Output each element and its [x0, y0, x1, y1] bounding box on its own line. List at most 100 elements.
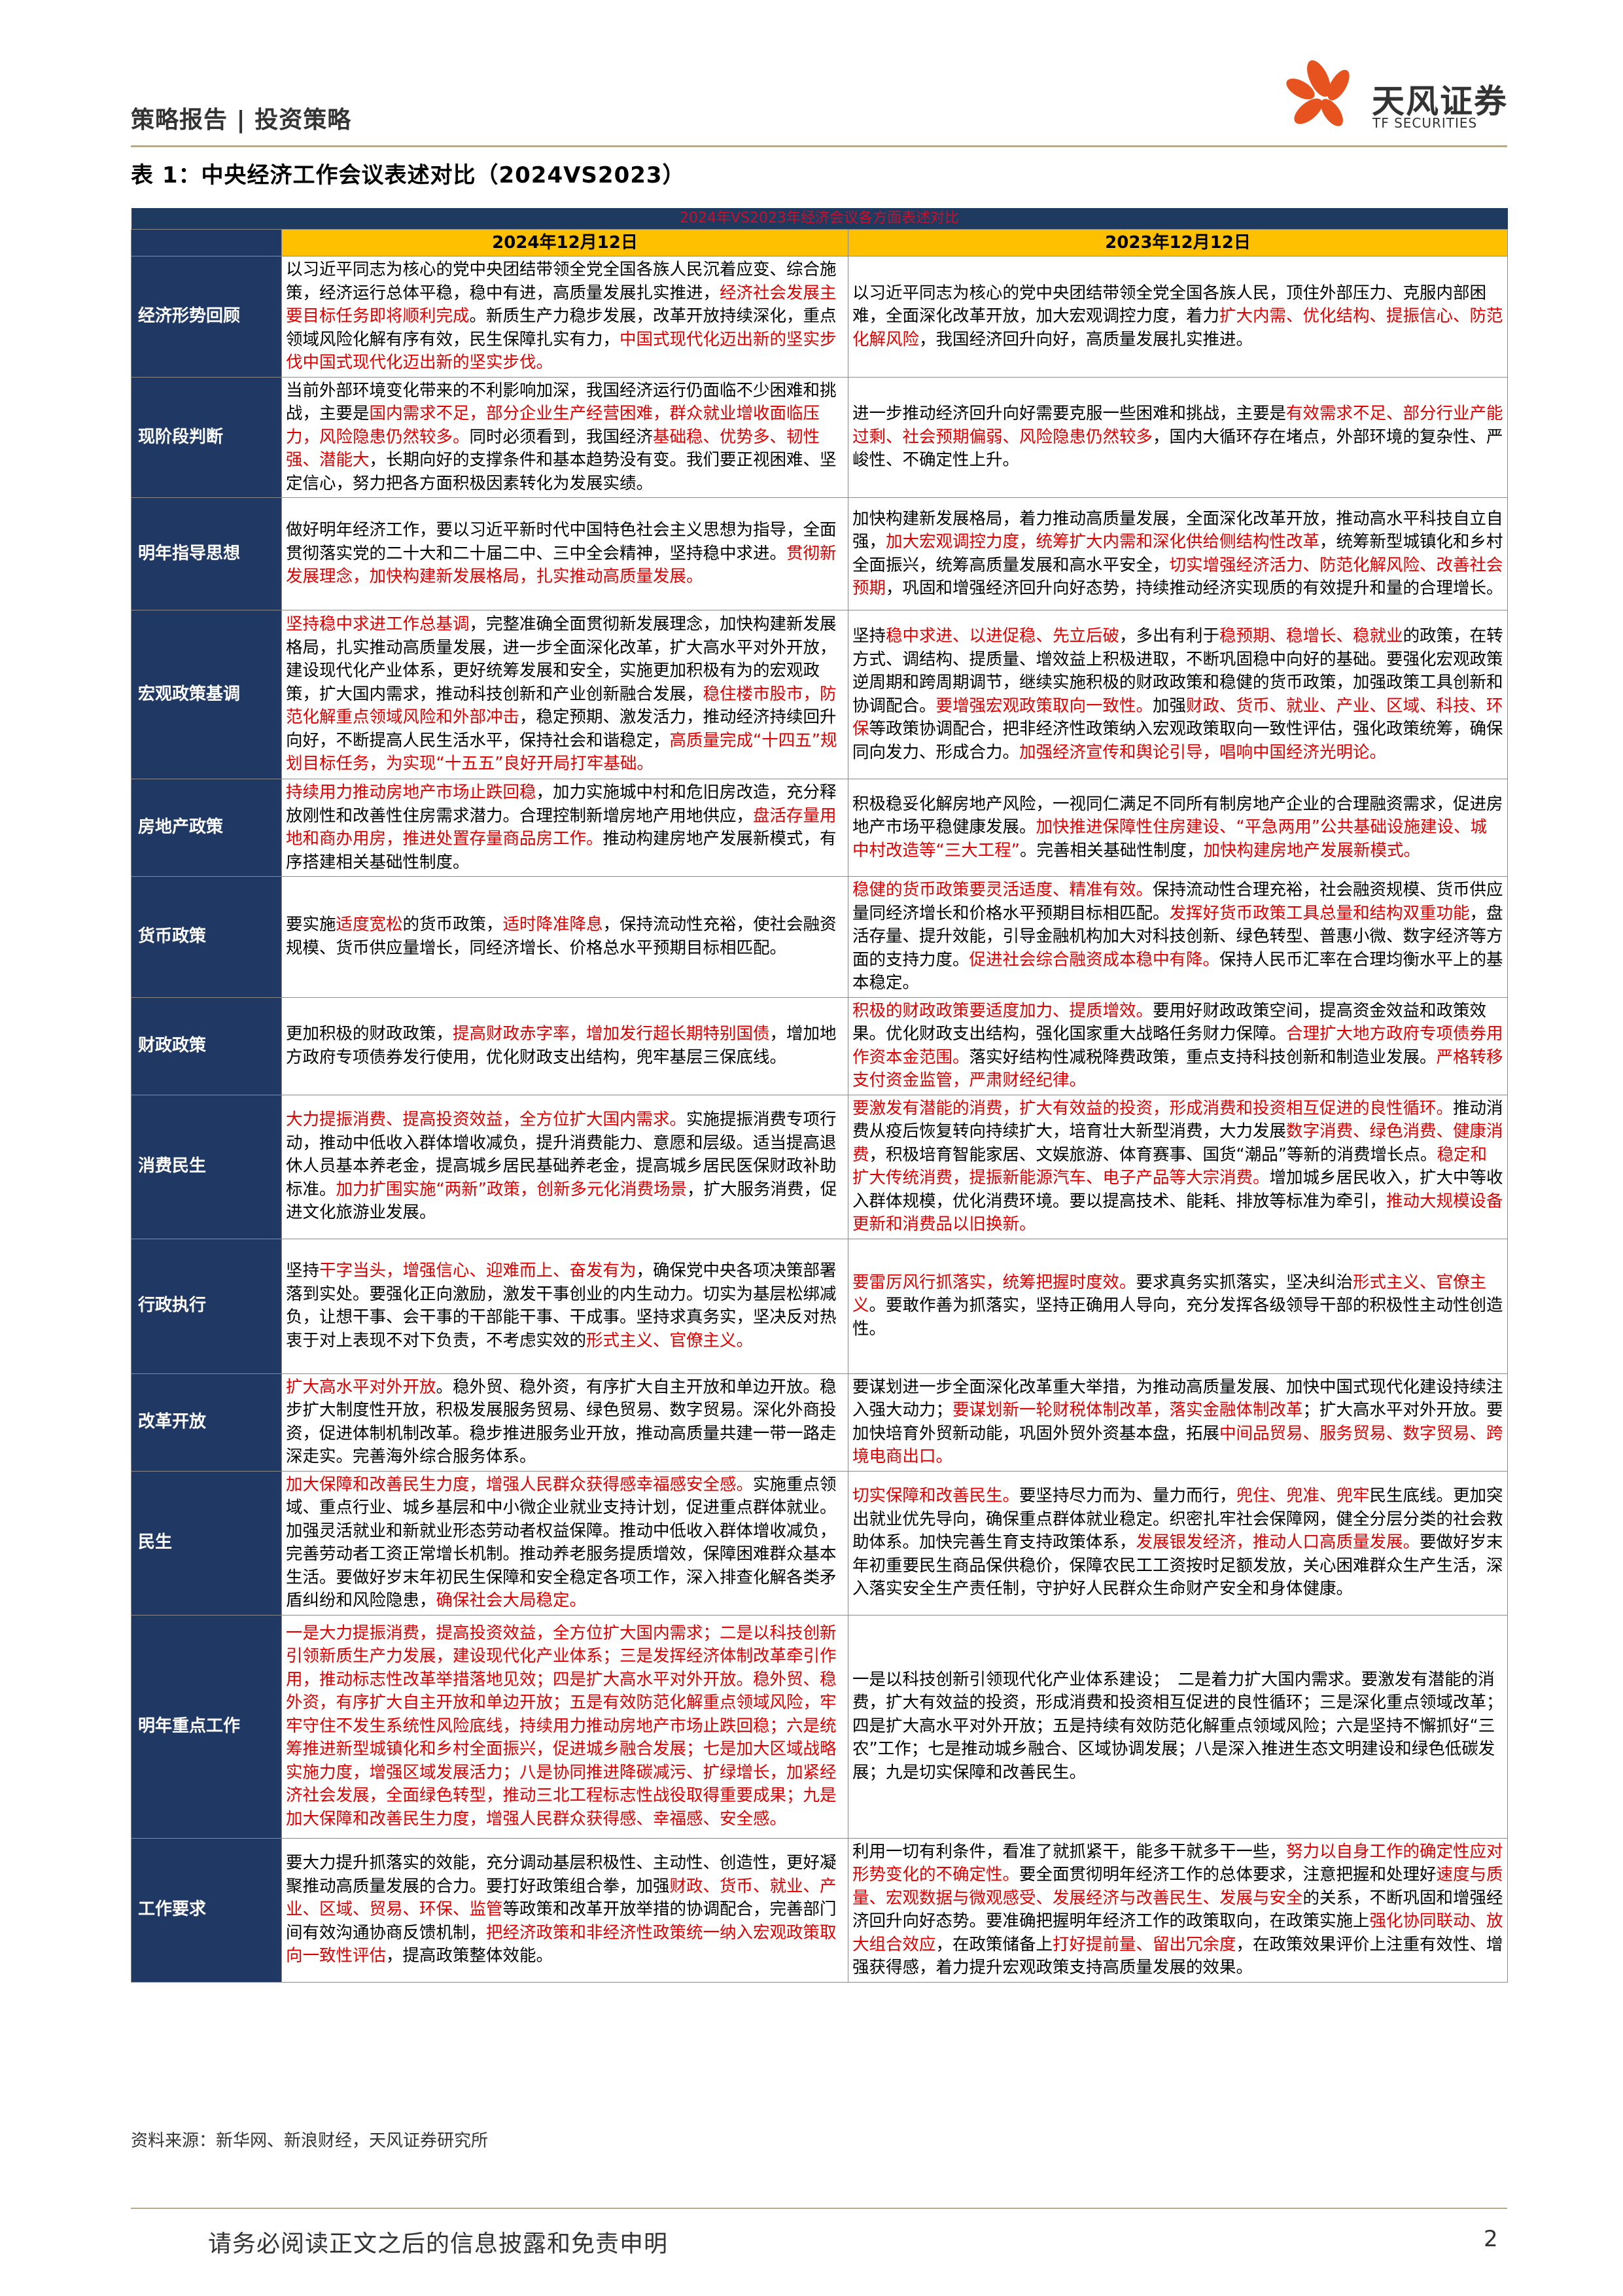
highlight-text: 贯彻新发展理念，加快构建新发展格局，扎实推动高质量发展。	[286, 543, 837, 587]
cell-2024: 以习近平同志为核心的党中央团结带领全党全国各族人民沉着应变、综合施策，经济运行总…	[281, 256, 848, 378]
header-2024: 2024年12月12日	[281, 229, 848, 256]
row-label: 改革开放	[131, 1373, 282, 1472]
body-text: ，在政策效果评价上注重有效性、增强获得感，着力提升宏观政策支持高质量发展的效果。	[852, 1934, 1503, 1978]
body-text: 的货币政策，	[402, 915, 503, 935]
body-text: ，积极培育智能家居、文娱旅游、体育赛事、国货“潮品”等新的消费增长点。	[869, 1144, 1437, 1165]
body-text: 做好明年经济工作，要以习近平新时代中国特色社会主义思想为指导，全面贯彻落实党的二…	[286, 520, 837, 563]
highlight-text: 形式主义、官僚主义	[852, 1272, 1487, 1316]
body-text: 进一步推动经济回升向好需要克服一些困难和挑战，主要是	[852, 404, 1287, 423]
highlight-text: 加快构建房地产发展新模式。	[1203, 840, 1420, 860]
cell-2023: 要激发有潜能的消费，扩大有效益的投资，形成消费和投资相互促进的良性循环。推动消费…	[847, 1094, 1509, 1239]
body-text: 保持流动性合理充裕，社会融资规模、货币供应量同经济增长和价格水平预期目标相匹配。	[852, 880, 1503, 923]
body-text: 要实施	[286, 915, 336, 935]
highlight-text: 要谋划新一轮财税体制改革，落实金融体制改革	[952, 1400, 1303, 1420]
body-text: 以习近平同志为核心的党中央团结带领全党全国各族人民沉着应变、综合施策，经济运行总…	[286, 260, 837, 303]
body-text: ，稳定预期、激发活力，推动经济持续回升向好，不断提高人民生活水平，保持社会和谐稳…	[286, 707, 837, 751]
body-text: 推动消费从疫后恢复转向持续扩大，培育壮大新型消费，大力发展	[852, 1098, 1503, 1142]
cell-2024: 要大力提升抓落实的效能，充分调动基层积极性、主动性、创造性，更好凝聚推动高质量发…	[281, 1837, 848, 1983]
highlight-text: 积极的财政政策要适度加力、提质增效。	[852, 1000, 1153, 1021]
cell-2023: 积极的财政政策要适度加力、提质增效。要用好财政政策空间，提高资金效益和政策效果。…	[847, 997, 1509, 1095]
cell-2024: 大力提振消费、提高投资效益，全方位扩大国内需求。实施提振消费专项行动，推动中低收…	[281, 1094, 848, 1239]
table-row: 经济形势回顾 以习近平同志为核心的党中央团结带领全党全国各族人民沉着应变、综合施策…	[131, 256, 1509, 378]
table-row: 宏观政策基调 坚持稳中求进工作总基调，完整准确全面贯彻新发展理念，加快构建新发展格…	[131, 610, 1509, 779]
row-label: 民生	[131, 1470, 282, 1616]
cell-2023: 进一步推动经济回升向好需要克服一些困难和挑战，主要是有效需求不足、部分行业产能过…	[847, 376, 1509, 498]
highlight-text: 切实保障和改善民生。	[852, 1486, 1020, 1506]
highlight-text: 加快推进保障性住房建设、“平急两用”公共基础设施建设、城中村改造等“三大工程”	[852, 817, 1487, 860]
cell-2023: 稳健的货币政策要灵活适度、精准有效。保持流动性合理充裕，社会融资规模、货币供应量…	[847, 876, 1509, 998]
highlight-text: 高质量完成“十四五”规划目标任务，为实现“十五五”良好开局打牢基础。	[286, 730, 837, 774]
row-label: 工作要求	[131, 1837, 282, 1983]
row-label: 明年指导思想	[131, 497, 282, 610]
body-text: 的政策，在转方式、调结构、提质量、增效益上积极进取，不断巩固稳中向好的基础。要强…	[852, 626, 1503, 716]
highlight-text: 持续用力推动房地产市场止跌回稳	[286, 783, 536, 802]
highlight-text: 中国式现代化迈出新的坚实步伐中国式现代化迈出新的坚实步伐。	[286, 329, 837, 373]
body-text: ，巩固和增强经济回升向好态势，持续推动经济实现质的有效提升和量的合理增长。	[886, 578, 1503, 598]
body-text: 要求真务实抓落实，坚决纠治	[1136, 1272, 1353, 1292]
body-text: ，盘活存量、提升效能，引导金融机构加大对科技创新、绿色转型、普惠小微、数字经济等…	[852, 903, 1503, 970]
highlight-text: 确保社会大局稳定。	[436, 1591, 587, 1610]
cell-2024: 持续用力推动房地产市场止跌回稳，加力实施城中村和危旧房改造，充分释放刚性和改善性…	[281, 779, 848, 877]
page-number: 2	[1484, 2226, 1498, 2252]
body-text: ，统筹新型城镇化和乡村全面振兴，统筹高质量发展和高水平安全，	[852, 532, 1503, 575]
highlight-text: 有效需求不足、部分行业产能过剩、社会预期偏弱、风险隐患仍然较多	[852, 404, 1503, 447]
highlight-text: 稳住楼市股市，防范化解重点领域风险和外部冲击	[286, 684, 837, 728]
highlight-text: 加大宏观调控力度，统筹扩大内需和深化供给侧结构性改革	[886, 532, 1320, 552]
cell-2024: 要实施适度宽松的货币政策，适时降准降息，保持流动性充裕，使社会融资规模、货币供应…	[281, 876, 848, 998]
source-note: 资料来源：新华网、新浪财经，天风证券研究所	[131, 2131, 489, 2151]
body-text: 要大力提升抓落实的效能，充分调动基层积极性、主动性、创造性，更好凝聚推动高质量发…	[286, 1853, 837, 1896]
logo-subtitle: TF SECURITIES	[1372, 115, 1478, 131]
body-text: ；扩大高水平对外开放。要加快培育外贸新动能，巩固外贸外资基本盘，拓展	[852, 1400, 1503, 1443]
body-text: 落实好结构性减税降费政策，重点支持科技创新和制造业发展。	[969, 1047, 1437, 1067]
highlight-text: 要增强宏观政策取向一致性。	[935, 696, 1153, 716]
body-text: 一是以科技创新引领现代化产业体系建设； 二是着力扩大国内需求。要激发有潜能的消费…	[852, 1669, 1503, 1782]
cell-2023: 要谋划进一步全面深化改革重大举措，为推动高质量发展、加快中国式现代化建设持续注入…	[847, 1373, 1509, 1472]
highlight-text: 严格转移支付资金监管，严肃财经纪律。	[852, 1047, 1503, 1091]
highlight-text: 稳预期、稳增长、稳就业	[1219, 626, 1403, 646]
body-text: 要做好岁末年初重要民生商品保供稳价，保障农民工工资按时足额发放，关心困难群众生产…	[852, 1532, 1503, 1599]
highlight-text: 经济社会发展主要目标任务即将顺利完成	[286, 283, 837, 327]
highlight-text: 速度与质量、宏观数据与微观感受、发展经济与改善民生、发展与安全	[852, 1865, 1503, 1908]
body-text: 更加积极的财政政策，	[286, 1024, 453, 1044]
row-label: 消费民生	[131, 1094, 282, 1239]
highlight-text: 国内需求不足，部分企业生产经营困难，群众就业增收面临压力，风险隐患仍然较多。	[286, 404, 820, 447]
body-text: ，确保党中央各项决策部署落到实处。要强化正向激励，激发干事创业的内生动力。切实为…	[286, 1261, 837, 1351]
highlight-text: 促进社会综合融资成本稳中有降。	[969, 949, 1220, 970]
highlight-text: 盘活存量用地和商办用房，推进处置存量商品房工作。	[286, 805, 837, 849]
body-text: 。要敢作善为抓落实，坚持正确用人导向，充分发挥各级领导干部的积极性主动性创造性。	[852, 1296, 1503, 1339]
cell-2023: 要雷厉风行抓落实，统筹把握时度效。要求真务实抓落实，坚决纠治形式主义、官僚主义。…	[847, 1238, 1509, 1374]
body-text: 等政策和改革开放举措的协调配合，完善部门间有效沟通协商反馈机制，	[286, 1899, 837, 1943]
table-row: 民生 加大保障和改善民生力度，增强人民群众获得感幸福感安全感。实施重点领域、重点行…	[131, 1470, 1509, 1616]
row-label: 财政政策	[131, 997, 282, 1095]
cell-2024: 更加积极的财政政策，提高财政赤字率，增加发行超长期特别国债，增加地方政府专项债券…	[281, 997, 848, 1095]
highlight-text: 努力以自身工作的确定性应对形势变化的不确定性。	[852, 1841, 1503, 1885]
body-text: 积极稳妥化解房地产风险，一视同仁满足不同所有制房地产企业的合理融资需求，促进房地…	[852, 794, 1503, 838]
highlight-text: 强化协同联动、放大组合效应	[852, 1911, 1503, 1954]
table-row: 明年重点工作 一是大力提振消费，提高投资效益，全方位扩大国内需求；二是以科技创新引…	[131, 1614, 1509, 1839]
body-text: ，我国经济回升向好，高质量发展扎实推进。	[919, 329, 1253, 349]
body-text: ，扩大服务消费，促进文化旅游业发展。	[286, 1179, 837, 1223]
body-text: 实施提振消费专项行动，推动中低收入群体增收减负，提升消费能力、意愿和层级。适当提…	[286, 1110, 837, 1199]
table-title: 表 1：中央经济工作会议表述对比（2024VS2023）	[131, 162, 686, 188]
highlight-text: 扩大内需、优化结构、提振信心、防范化解风险	[852, 306, 1503, 349]
body-text: 要用好财政政策空间，提高资金效益和政策效果。优化财政支出结构，强化国家重大战略任…	[852, 1000, 1487, 1044]
body-text: ，在政策储备上	[935, 1934, 1053, 1954]
highlight-text: 数字消费、绿色消费、健康消费	[852, 1122, 1503, 1165]
highlight-text: 大力提振消费、提高投资效益，全方位扩大国内需求。	[286, 1110, 687, 1130]
cell-2024: 坚持干字当头，增强信心、迎难而上、奋发有为，确保党中央各项决策部署落到实处。要强…	[281, 1238, 848, 1374]
highlight-text: 兜住、兜准、兜牢	[1236, 1486, 1370, 1506]
row-label: 现阶段判断	[131, 376, 282, 498]
table-header-row: 2024年12月12日 2023年12月12日	[131, 229, 1509, 256]
footer-divider	[131, 2208, 1507, 2209]
body-text: 坚持	[286, 1261, 320, 1280]
table-row: 工作要求 要大力提升抓落实的效能，充分调动基层积极性、主动性、创造性，更好凝聚推动…	[131, 1837, 1509, 1983]
body-text: 加强	[1153, 696, 1187, 716]
table-row: 房地产政策 持续用力推动房地产市场止跌回稳，加力实施城中村和危旧房改造，充分释放刚…	[131, 779, 1509, 877]
cell-2023: 一是以科技创新引领现代化产业体系建设； 二是着力扩大国内需求。要激发有潜能的消费…	[847, 1614, 1509, 1839]
body-text: 以习近平同志为核心的党中央团结带领全党全国各族人民，顶住外部压力、克服内部困难，…	[852, 283, 1487, 327]
cell-2024: 坚持稳中求进工作总基调，完整准确全面贯彻新发展理念，加快构建新发展格局，扎实推动…	[281, 610, 848, 779]
cell-2023: 以习近平同志为核心的党中央团结带领全党全国各族人民，顶住外部压力、克服内部困难，…	[847, 256, 1509, 378]
table-row: 财政政策 更加积极的财政政策，提高财政赤字率，增加发行超长期特别国债，增加地方政府…	[131, 997, 1509, 1095]
row-label: 房地产政策	[131, 779, 282, 877]
highlight-text: 扩大高水平对外开放	[286, 1377, 436, 1397]
